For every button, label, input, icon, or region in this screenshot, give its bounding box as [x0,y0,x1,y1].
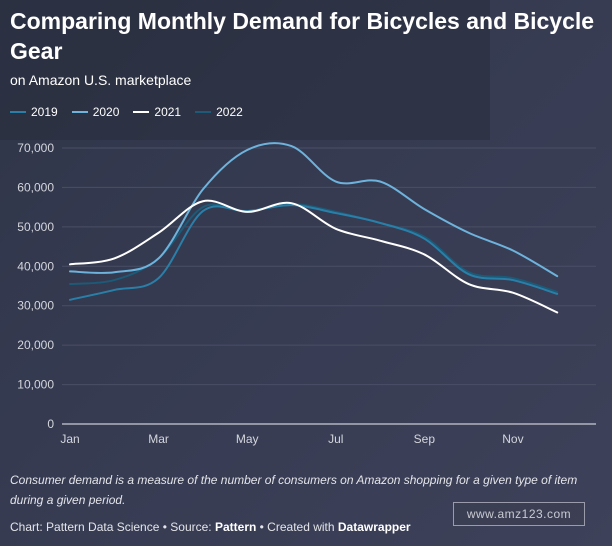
watermark: www.amz123.com [453,502,585,526]
y-tick-label: 70,000 [17,141,54,155]
y-tick-label: 10,000 [17,378,54,392]
x-tick-label: May [236,432,259,446]
x-tick-label: Jul [328,432,343,446]
x-axis-labels: Jan Mar May Jul Sep Nov [60,432,523,446]
credit-line: Chart: Pattern Data Science • Source: Pa… [10,520,411,534]
y-tick-label: 0 [47,417,54,431]
credit-prefix: Chart: Pattern Data Science • Source: [10,520,215,534]
y-tick-label: 40,000 [17,259,54,273]
series-line-2019 [69,204,559,301]
legend-label: 2021 [154,105,182,119]
y-tick-label: 50,000 [17,220,54,234]
header-panel [0,0,490,140]
y-tick-label: 20,000 [17,338,54,352]
x-tick-label: Mar [148,432,169,446]
legend-item-2022: 2022 [195,105,243,119]
y-tick-label: 60,000 [17,180,54,194]
chart-title: Comparing Monthly Demand for Bicycles an… [10,8,595,64]
y-tick-label: 30,000 [17,299,54,313]
credit-tool[interactable]: Datawrapper [337,520,411,534]
chart-subtitle: on Amazon U.S. marketplace [10,72,192,88]
legend-swatch [195,111,212,113]
gridlines [62,147,596,425]
x-tick-label: Nov [502,432,523,446]
series-line-2020 [69,142,559,278]
legend-label: 2020 [92,105,120,119]
x-tick-label: Jan [60,432,79,446]
footnote: Consumer demand is a measure of the numb… [10,473,578,507]
legend-swatch [71,111,88,113]
credit-source[interactable]: Pattern [214,520,257,534]
legend-label: 2022 [216,105,243,119]
y-axis-labels: 0 10,000 20,000 30,000 40,000 50,000 60,000 70,… [17,141,54,431]
legend-swatch [133,111,150,113]
legend-item-2020: 2020 [71,105,120,119]
x-tick-label: Sep [414,432,436,446]
legend: 2019 2020 2021 2022 [10,104,243,120]
legend-item-2019: 2019 [10,105,58,119]
series-line-2021 [69,199,559,314]
credit-middle: • Created with [256,520,338,534]
legend-label: 2019 [31,105,58,119]
legend-item-2021: 2021 [133,105,181,119]
series-lines [69,142,559,314]
legend-swatch [10,111,26,113]
